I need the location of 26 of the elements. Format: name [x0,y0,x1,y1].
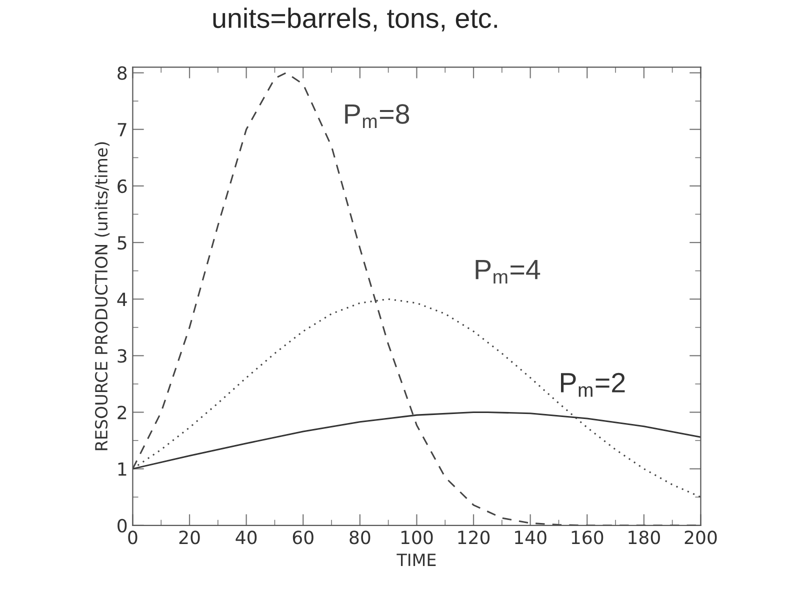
x-tick-label: 120 [458,530,490,544]
series-label: P$_{m}$=8 [345,104,410,128]
y-tick-label: 8 [118,66,127,80]
y-tick-label: 4 [117,292,127,306]
x-tick-label: 160 [572,530,604,544]
y-axis-title: RESOURCE PRODUCTION (units/time) [94,142,110,450]
x-axis-title: TIME [396,554,436,566]
x-tick-label: 180 [628,530,660,544]
x-tick-label: 60 [292,530,314,544]
y-tick-label: 1 [118,462,126,476]
series-label: P$_{m}$=4 [476,260,540,284]
x-tick-label: 140 [515,530,546,544]
y-tick-label: 0 [118,518,127,533]
chart-title: units=barrels, tons, etc. [213,8,497,32]
y-tick-label: 2 [118,406,126,420]
x-tick-label: 200 [684,530,717,544]
y-tick-label: 6 [118,179,127,194]
x-tick-label: 40 [236,530,257,544]
x-tick-label: 80 [350,530,370,544]
y-tick-label: 7 [118,123,126,136]
y-tick-label: 3 [118,349,126,363]
x-tick-label: 100 [401,530,433,544]
x-tick-label: 0 [128,530,138,544]
x-tick-label: 20 [179,530,200,544]
series-label: P$_{m}$=2 [561,372,625,397]
y-tick-label: 5 [118,236,126,250]
